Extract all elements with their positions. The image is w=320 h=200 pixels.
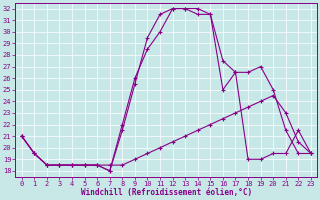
X-axis label: Windchill (Refroidissement éolien,°C): Windchill (Refroidissement éolien,°C): [81, 188, 252, 197]
